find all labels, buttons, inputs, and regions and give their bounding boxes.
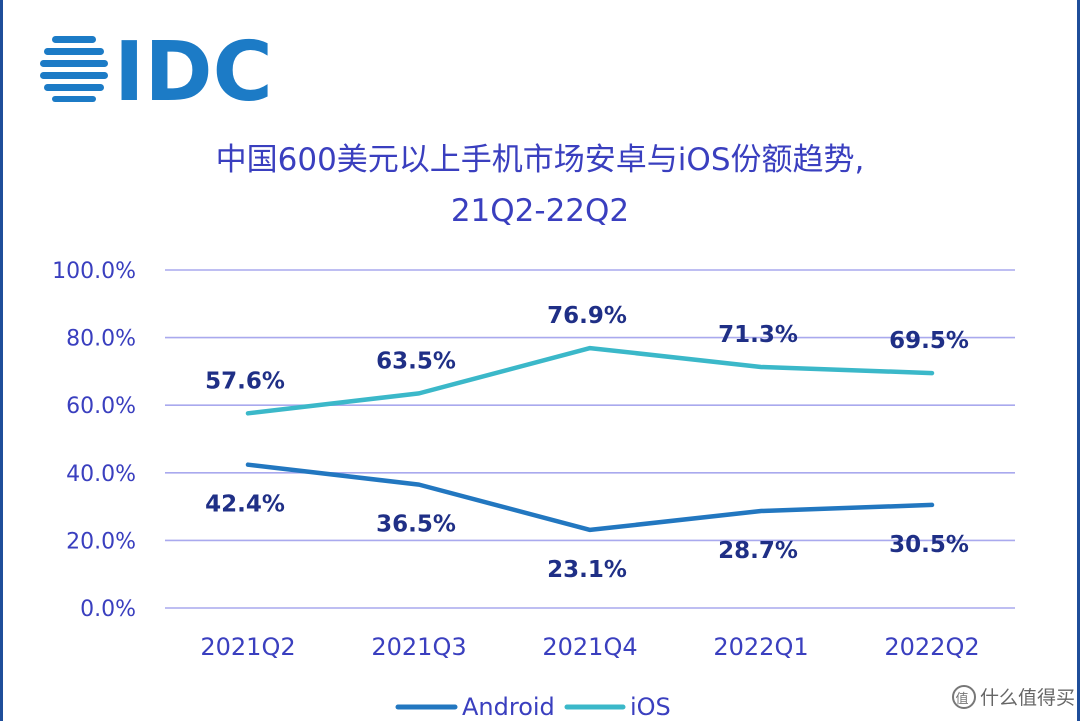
y-tick-label: 0.0% — [80, 597, 136, 622]
data-label-ios: 71.3% — [718, 322, 798, 348]
y-axis: 0.0% 20.0% 40.0% 60.0% 80.0% 100.0% — [52, 259, 136, 622]
data-label-android: 30.5% — [889, 532, 969, 558]
data-label-android: 42.4% — [205, 492, 285, 518]
globe-icon — [40, 36, 108, 102]
x-tick-label: 2021Q4 — [542, 633, 637, 661]
data-label-ios: 57.6% — [205, 368, 285, 394]
x-tick-label: 2022Q2 — [884, 633, 979, 661]
legend-label-android: Android — [462, 693, 555, 721]
y-tick-label: 40.0% — [66, 462, 136, 487]
data-label-ios: 63.5% — [376, 348, 456, 374]
data-labels: 42.4% 36.5% 23.1% 28.7% 30.5% 57.6% 63.5% 76.9%… — [205, 303, 969, 583]
y-tick-label: 20.0% — [66, 529, 136, 554]
chart-title: 中国600美元以上手机市场安卓与iOS份额趋势, — [216, 142, 865, 178]
series-line-android — [245, 462, 935, 533]
legend-label-ios: iOS — [630, 693, 671, 721]
chart-subtitle: 21Q2-22Q2 — [451, 193, 629, 229]
watermark-text: 什么值得买 — [980, 687, 1075, 709]
data-label-android: 36.5% — [376, 512, 456, 538]
y-tick-label: 80.0% — [66, 327, 136, 352]
data-label-android: 23.1% — [547, 557, 627, 583]
data-label-android: 28.7% — [718, 538, 798, 564]
x-tick-label: 2022Q1 — [713, 633, 808, 661]
legend: Android iOS — [395, 693, 671, 721]
gridlines — [165, 269, 1015, 609]
data-label-ios: 69.5% — [889, 328, 969, 354]
series-line-ios — [245, 345, 935, 416]
smzdm-logo-glyph: 值 — [955, 691, 968, 707]
y-tick-label: 100.0% — [52, 259, 136, 284]
data-label-ios: 76.9% — [547, 303, 627, 329]
y-tick-label: 60.0% — [66, 394, 136, 419]
x-axis: 2021Q2 2021Q3 2021Q4 2022Q1 2022Q2 — [200, 633, 979, 661]
watermark: 值 什么值得买 — [952, 685, 1075, 709]
logo-text: IDC — [114, 25, 273, 120]
idc-logo: IDC — [40, 25, 273, 120]
x-tick-label: 2021Q3 — [371, 633, 466, 661]
x-tick-label: 2021Q2 — [200, 633, 295, 661]
smzdm-logo-icon — [952, 685, 976, 709]
series-lines — [245, 345, 935, 533]
